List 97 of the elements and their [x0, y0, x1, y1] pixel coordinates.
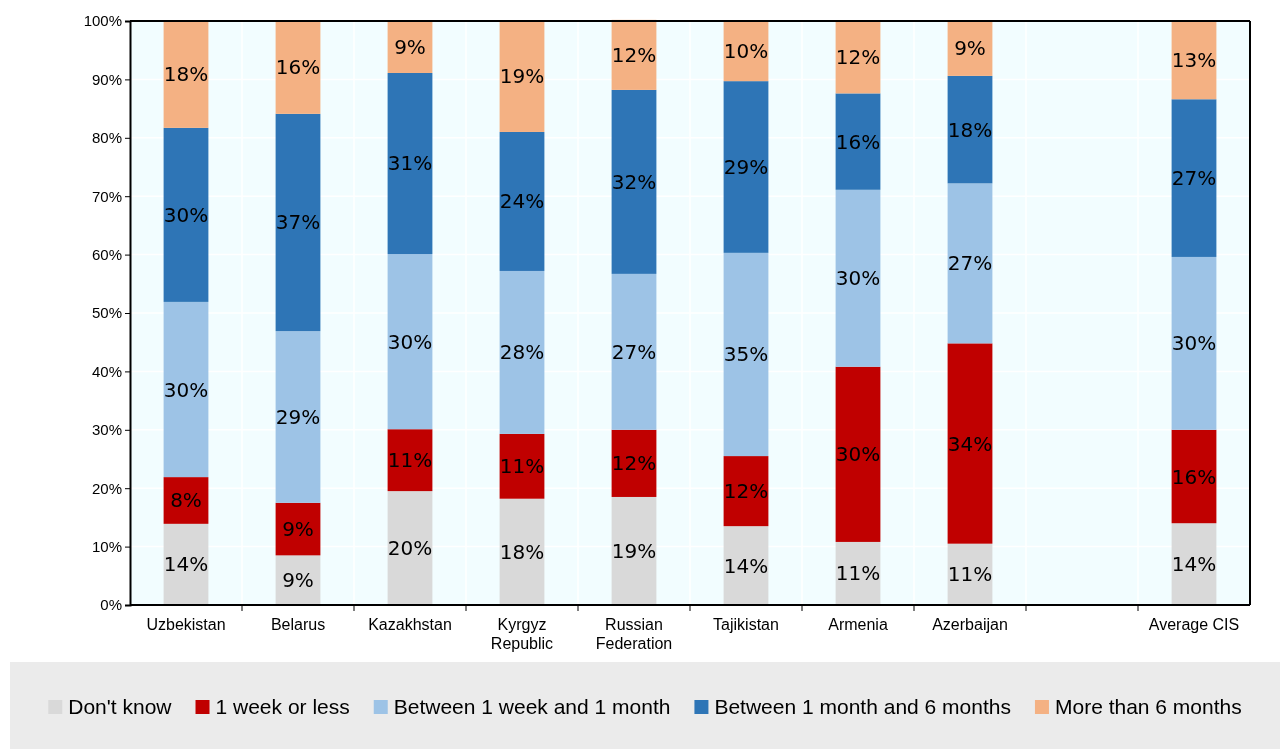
bar [163, 127, 209, 302]
data-label: 14% [163, 552, 209, 577]
y-tick-label: 100% [83, 12, 122, 30]
bar [275, 113, 321, 332]
data-label: 9% [282, 568, 314, 593]
data-label: 9% [282, 517, 314, 542]
data-label: 19% [499, 64, 545, 89]
y-tick-label: 60% [91, 245, 122, 263]
y-tick-label: 20% [91, 479, 122, 497]
data-label: 9% [954, 36, 986, 61]
legend-label: Between 1 week and 1 month [393, 695, 671, 719]
legend-label: More than 6 months [1054, 695, 1242, 719]
bar [835, 366, 881, 542]
data-label: 16% [275, 55, 321, 80]
x-tick-label: Belarus [270, 616, 326, 633]
y-tick-label: 10% [91, 537, 122, 555]
bar [163, 301, 209, 478]
bar [947, 75, 993, 184]
bar [387, 72, 433, 255]
bar [611, 273, 657, 430]
bar [835, 93, 881, 190]
data-label: 10% [723, 39, 769, 64]
x-tick-label: Azerbaijan [932, 616, 1008, 633]
data-label: 29% [723, 155, 769, 179]
data-label: 11% [947, 562, 993, 587]
y-tick-label: 0% [100, 596, 122, 614]
legend-label: Between 1 month and 6 months [714, 695, 1011, 719]
data-label: 16% [835, 129, 881, 154]
data-label: 11% [835, 561, 881, 586]
bar [947, 343, 993, 544]
bar [275, 331, 321, 503]
x-tick-label: Tajikistan [713, 616, 779, 633]
data-label: 9% [394, 34, 426, 59]
y-tick-label: 30% [91, 421, 122, 439]
data-label: 30% [835, 266, 881, 291]
data-label: 8% [170, 488, 202, 513]
bar [723, 252, 769, 457]
data-label: 27% [947, 251, 993, 276]
data-label: 18% [499, 539, 545, 564]
data-label: 11% [387, 448, 433, 473]
bar [947, 183, 993, 344]
bar [499, 21, 545, 132]
bar [1171, 256, 1217, 430]
bar [499, 131, 545, 271]
y-tick-label: 70% [91, 187, 122, 205]
data-label: 30% [387, 329, 433, 354]
y-tick-label: 80% [91, 129, 122, 147]
data-label: 13% [1171, 48, 1217, 73]
data-label: 12% [611, 42, 657, 67]
bar [611, 89, 657, 274]
data-label: 12% [723, 479, 769, 504]
x-tick-label: Uzbekistan [146, 616, 226, 633]
data-label: 30% [163, 202, 209, 227]
y-tick-label: 90% [91, 70, 122, 88]
data-label: 18% [947, 117, 993, 142]
data-label: 30% [163, 377, 209, 402]
data-label: 30% [1171, 331, 1217, 356]
data-label: 31% [387, 151, 433, 176]
data-label: 19% [611, 538, 657, 563]
data-label: 12% [835, 45, 881, 70]
data-label: 12% [611, 451, 657, 476]
data-label: 27% [1171, 166, 1217, 191]
bar [499, 498, 545, 605]
data-label: 29% [275, 404, 321, 429]
x-tick-label: Russian Federation [595, 616, 673, 653]
bar [499, 270, 545, 434]
data-label: 20% [387, 536, 433, 561]
data-label: 18% [163, 62, 209, 87]
bar [387, 491, 433, 605]
x-tick-label: Armenia [828, 616, 888, 633]
data-label: 16% [1171, 464, 1217, 489]
bar [1171, 99, 1217, 257]
data-label: 37% [275, 210, 321, 235]
data-label: 28% [499, 340, 545, 365]
x-tick-label: Kazakhstan [368, 616, 452, 633]
bar [835, 189, 881, 367]
data-label: 14% [723, 553, 769, 578]
bar [611, 496, 657, 605]
bar [163, 21, 209, 128]
data-label: 32% [611, 169, 657, 194]
y-tick-label: 40% [91, 362, 122, 380]
data-label: 34% [947, 431, 993, 456]
bar [723, 81, 769, 253]
x-tick-label: Kyrgyz Republic [490, 616, 554, 653]
data-label: 30% [835, 442, 881, 467]
data-label: 27% [611, 339, 657, 364]
legend-label: Don't know [68, 695, 173, 719]
data-label: 35% [723, 342, 769, 367]
data-label: 24% [499, 189, 545, 214]
x-tick-label: Average CIS [1148, 616, 1240, 633]
data-label: 11% [499, 454, 545, 479]
bar [275, 21, 321, 114]
legend-label: 1 week or less [215, 695, 350, 719]
data-label: 14% [1171, 552, 1217, 577]
y-tick-label: 50% [91, 304, 122, 322]
bar [1171, 429, 1217, 524]
bar [387, 254, 433, 430]
